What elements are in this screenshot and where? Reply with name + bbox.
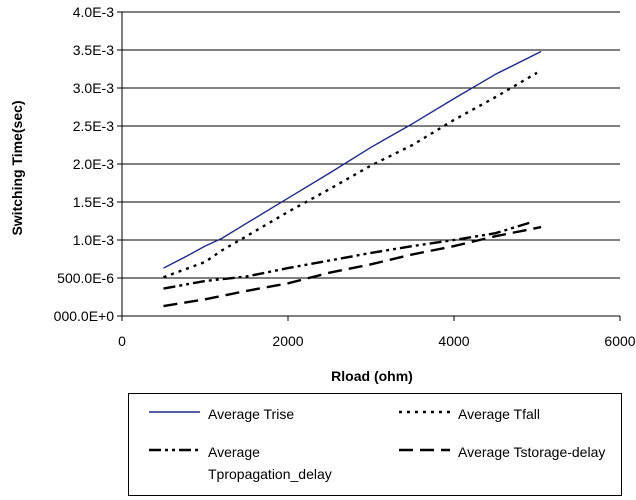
- y-tick-label: 500.0E-6: [57, 270, 114, 286]
- x-tick-labels: 0 2000 4000 6000: [118, 333, 636, 349]
- x-tick-label: 6000: [604, 333, 635, 349]
- legend-swatch-tstorage: [399, 448, 450, 452]
- legend-label-tfall: Average Tfall: [458, 406, 540, 422]
- legend-item-tpropagation: Average Tpropagation_delay: [147, 441, 368, 485]
- legend: Average Trise Average Tfall Average Tpro…: [128, 393, 622, 496]
- y-tick-label: 1.0E-3: [73, 232, 114, 248]
- series-lines: [163, 50, 542, 308]
- x-axis-title: Rload (ohm): [331, 368, 413, 384]
- legend-label-tpropagation: Average Tpropagation_delay: [208, 444, 332, 482]
- switching-time-chart: 000.0E+0 500.0E-6 1.0E-3 1.5E-3 2.0E-3 2.5E-3…: [9, 4, 636, 384]
- series-line-tfall: [163, 71, 538, 279]
- y-tick-label: 3.5E-3: [73, 42, 114, 58]
- legend-item-tstorage: Average Tstorage-delay: [397, 441, 618, 463]
- y-axis-title: Switching Time(sec): [9, 100, 25, 235]
- series-line-tstorage: [163, 225, 542, 308]
- y-tick-label: 000.0E+0: [54, 308, 115, 324]
- legend-swatch-trise: [149, 411, 200, 413]
- legend-swatch-tfall: [399, 410, 450, 414]
- series-line-tpropagation: [163, 220, 534, 290]
- x-tick-label: 0: [118, 333, 126, 349]
- legend-item-tfall: Average Tfall: [397, 403, 618, 425]
- legend-label-trise: Average Trise: [208, 406, 295, 422]
- y-tick-label: 4.0E-3: [73, 4, 114, 20]
- legend-label-tstorage: Average Tstorage-delay: [458, 444, 606, 460]
- x-tick-label: 2000: [272, 333, 303, 349]
- y-tick-label: 1.5E-3: [73, 194, 114, 210]
- x-tick-label: 4000: [438, 333, 469, 349]
- y-tick-label: 2.5E-3: [73, 118, 114, 134]
- gridlines: [122, 11, 620, 279]
- y-tick-label: 3.0E-3: [73, 80, 114, 96]
- legend-swatch-tpropagation: [149, 448, 200, 452]
- series-line-trise: [163, 50, 542, 269]
- axes: [117, 11, 621, 321]
- y-tick-labels: 000.0E+0 500.0E-6 1.0E-3 1.5E-3 2.0E-3 2.5E-3…: [54, 4, 115, 324]
- legend-item-trise: Average Trise: [147, 403, 368, 425]
- y-tick-label: 2.0E-3: [73, 156, 114, 172]
